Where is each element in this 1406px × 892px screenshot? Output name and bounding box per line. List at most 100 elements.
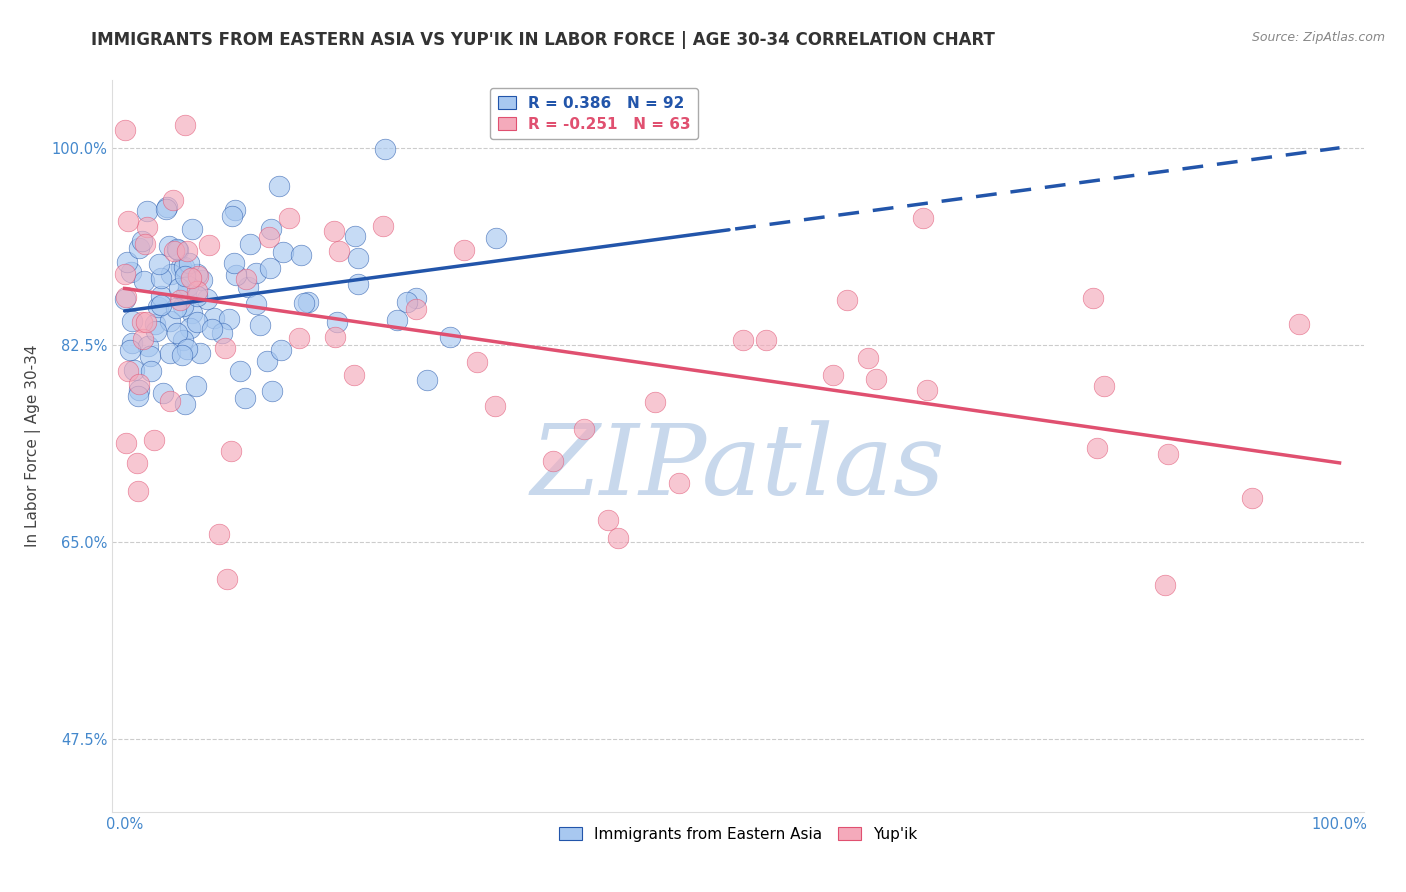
Point (238, 236, 260, 251)
Point (187, 268, 209, 283)
Point (835, 293, 858, 308)
Point (208, 526, 231, 541)
Point (174, 397, 197, 411)
Point (174, 118, 197, 132)
Point (114, 268, 136, 282)
Point (186, 267, 208, 281)
Point (1240, 491, 1263, 506)
Point (343, 368, 366, 382)
Point (127, 483, 149, 498)
Text: Source: ZipAtlas.com: Source: ZipAtlas.com (1251, 31, 1385, 45)
Point (150, 289, 173, 303)
Point (229, 363, 252, 377)
Point (245, 266, 267, 280)
Point (297, 294, 319, 309)
Point (277, 211, 299, 225)
Text: ZIPatlas: ZIPatlas (531, 420, 945, 516)
Point (135, 204, 157, 219)
Point (374, 142, 396, 156)
Point (128, 377, 150, 392)
Point (173, 269, 195, 284)
Point (1092, 379, 1115, 393)
Point (176, 278, 198, 293)
Point (326, 315, 349, 329)
Point (180, 270, 202, 285)
Point (131, 315, 153, 329)
Point (139, 349, 162, 363)
Point (166, 326, 188, 341)
Point (322, 223, 344, 237)
Point (288, 330, 311, 344)
Point (270, 343, 292, 358)
Point (132, 274, 155, 288)
Point (131, 234, 153, 248)
Point (328, 244, 350, 258)
Point (256, 354, 278, 368)
Point (179, 321, 201, 335)
Point (156, 200, 179, 214)
Point (146, 300, 169, 314)
Point (118, 343, 141, 358)
Point (198, 238, 221, 252)
Point (201, 322, 224, 336)
Point (179, 256, 201, 270)
Point (222, 256, 245, 270)
Point (114, 292, 136, 306)
Point (173, 260, 195, 274)
Point (385, 313, 408, 327)
Point (159, 345, 181, 359)
Point (136, 339, 159, 353)
Point (143, 433, 166, 447)
Point (134, 236, 156, 251)
Point (221, 444, 243, 458)
Point (186, 315, 208, 329)
Point (170, 260, 193, 274)
Point (117, 214, 139, 228)
Point (121, 336, 143, 351)
Point (149, 271, 172, 285)
Point (1085, 441, 1108, 455)
Point (1153, 578, 1175, 592)
Point (191, 272, 214, 286)
Legend: Immigrants from Eastern Asia, Yup'ik: Immigrants from Eastern Asia, Yup'ik (553, 821, 924, 848)
Point (188, 346, 211, 360)
Point (325, 330, 347, 344)
Point (172, 333, 194, 347)
Point (136, 220, 159, 235)
Point (167, 243, 190, 257)
Point (439, 330, 461, 344)
Point (235, 272, 257, 286)
Point (221, 209, 243, 223)
Point (163, 244, 186, 259)
Point (596, 513, 619, 527)
Point (607, 531, 630, 545)
Text: IMMIGRANTS FROM EASTERN ASIA VS YUP'IK IN LABOR FORCE | AGE 30-34 CORRELATION CH: IMMIGRANTS FROM EASTERN ASIA VS YUP'IK I… (91, 31, 995, 49)
Point (149, 298, 172, 312)
Point (1288, 317, 1310, 331)
Point (405, 292, 427, 306)
Point (465, 355, 488, 369)
Point (176, 342, 198, 356)
Point (128, 241, 150, 255)
Point (202, 311, 225, 326)
Point (915, 383, 938, 397)
Point (162, 193, 184, 207)
Point (125, 456, 148, 470)
Point (1081, 291, 1104, 305)
Point (166, 242, 188, 256)
Point (259, 261, 281, 276)
Point (211, 326, 233, 340)
Point (821, 368, 844, 382)
Point (484, 399, 506, 413)
Point (260, 221, 283, 235)
Point (114, 123, 136, 137)
Point (858, 351, 880, 365)
Point (181, 222, 204, 236)
Point (215, 572, 238, 586)
Point (143, 317, 166, 331)
Point (214, 342, 236, 356)
Point (347, 277, 370, 291)
Point (269, 178, 291, 193)
Point (152, 386, 174, 401)
Point (290, 248, 312, 262)
